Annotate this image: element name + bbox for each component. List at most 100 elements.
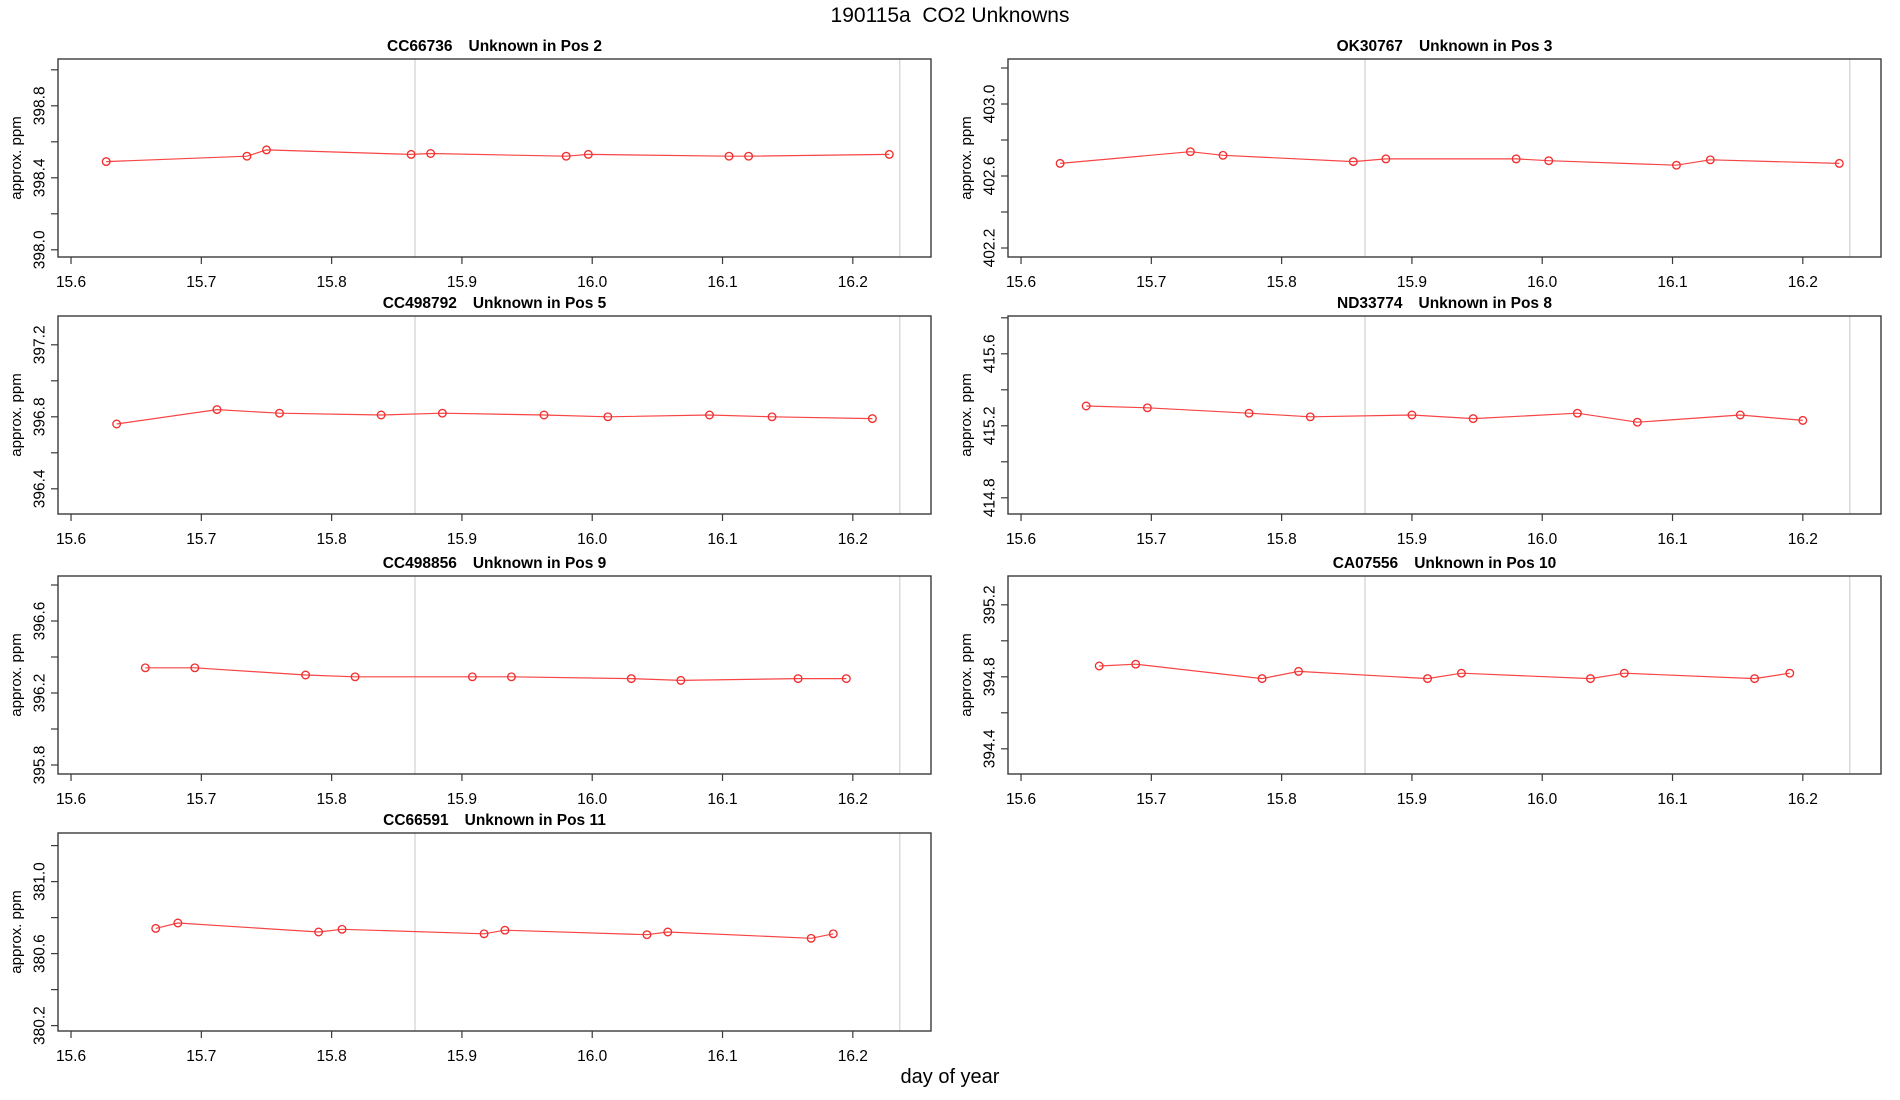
data-point <box>642 930 652 940</box>
data-point <box>1834 158 1844 168</box>
data-point <box>350 672 360 682</box>
data-point <box>806 933 816 943</box>
x-tick-label: 16.2 <box>1788 531 1818 548</box>
data-point <box>314 927 324 937</box>
plot-title: CC498792 Unknown in Pos 5 <box>383 295 607 312</box>
data-point <box>1735 410 1745 420</box>
data-point <box>1619 668 1629 678</box>
data-point <box>212 405 222 415</box>
x-tick-label: 16.2 <box>838 531 868 548</box>
position-label: Unknown in Pos 3 <box>1419 38 1553 55</box>
series-line <box>1060 151 1840 166</box>
data-point <box>884 149 894 159</box>
data-point <box>1785 668 1795 678</box>
data-point <box>1456 668 1466 678</box>
data-series <box>112 405 877 429</box>
subplot-CC498856: CC498856 Unknown in Pos 9 15.6 15.7 15.8 15.9… <box>8 555 932 808</box>
x-tick-label: 15.9 <box>1397 274 1427 291</box>
x-tick-label: 16.0 <box>1527 274 1558 291</box>
data-point <box>337 924 347 934</box>
x-tick-label: 16.1 <box>707 791 737 808</box>
data-point <box>561 151 571 161</box>
y-tick-label: 402.6 <box>982 157 999 196</box>
x-tick-label: 16.2 <box>838 791 868 808</box>
data-point <box>724 151 734 161</box>
position-label: Unknown in Pos 11 <box>465 812 607 829</box>
data-point <box>1705 155 1715 165</box>
x-tick-label: 15.6 <box>1006 531 1036 548</box>
x-tick-label: 16.1 <box>707 531 737 548</box>
x-axis: 15.6 15.7 15.8 15.9 16.0 16.1 16.2 <box>1006 514 1818 548</box>
data-point <box>1305 412 1315 422</box>
y-tick-label: 415.2 <box>982 406 999 445</box>
data-point <box>190 663 200 673</box>
x-axis: 15.6 15.7 15.8 15.9 16.0 16.1 16.2 <box>56 257 868 291</box>
data-point <box>867 414 877 424</box>
x-tick-label: 15.7 <box>1136 274 1166 291</box>
x-axis: 15.6 15.7 15.8 15.9 16.0 16.1 16.2 <box>56 774 868 808</box>
y-tick-label: 381.0 <box>32 862 49 901</box>
y-tick-label: 415.6 <box>982 334 999 373</box>
x-tick-label: 15.9 <box>447 791 477 808</box>
x-tick-label: 15.9 <box>1397 791 1427 808</box>
reference-lines <box>414 316 901 514</box>
data-point <box>1257 674 1267 684</box>
plot-box <box>1007 315 1882 515</box>
sample-id: OK30767 <box>1337 38 1403 55</box>
data-point <box>583 149 593 159</box>
y-tick-label: 394.4 <box>982 729 999 768</box>
data-point <box>467 672 477 682</box>
data-point <box>1094 661 1104 671</box>
subplot-ND33774: ND33774 Unknown in Pos 815.6 15.7 15.8 15.9 1… <box>958 295 1882 548</box>
data-point <box>1632 417 1642 427</box>
x-axis: 15.6 15.7 15.8 15.9 16.0 16.1 16.2 <box>56 1031 868 1065</box>
data-series <box>1081 401 1808 427</box>
data-point <box>793 674 803 684</box>
plot-title: OK30767 Unknown in Pos 3 <box>1337 38 1553 55</box>
y-tick-label: 395.8 <box>32 746 49 785</box>
plot-box <box>57 58 932 258</box>
data-point <box>767 412 777 422</box>
x-tick-label: 16.1 <box>1657 791 1687 808</box>
position-label: Unknown in Pos 10 <box>1414 555 1556 572</box>
data-point <box>663 927 673 937</box>
plot-title: CC66591 Unknown in Pos 11 <box>383 812 606 829</box>
sample-id: CC66591 <box>383 812 449 829</box>
plot-box <box>57 315 932 515</box>
data-point <box>1544 156 1554 166</box>
y-tick-label: 402.2 <box>982 229 999 268</box>
reference-lines <box>1364 59 1851 257</box>
x-tick-label: 15.7 <box>1136 791 1166 808</box>
data-point <box>301 670 311 680</box>
series-line <box>116 408 873 425</box>
x-tick-label: 15.8 <box>317 274 347 291</box>
y-axis-label: approx. ppm <box>8 633 25 716</box>
y-tick-label: 398.0 <box>32 230 49 269</box>
reference-lines <box>1364 316 1851 514</box>
x-axis: 15.6 15.7 15.8 15.9 16.0 16.1 16.2 <box>1006 774 1818 808</box>
x-tick-label: 15.6 <box>56 1048 86 1065</box>
data-point <box>101 157 111 167</box>
data-point <box>676 675 686 685</box>
plot-title: CC66736 Unknown in Pos 2 <box>387 38 602 55</box>
x-tick-label: 16.0 <box>1527 791 1558 808</box>
x-tick-label: 16.0 <box>577 531 608 548</box>
x-tick-label: 15.7 <box>186 531 216 548</box>
x-tick-label: 15.7 <box>1136 531 1166 548</box>
x-tick-label: 15.8 <box>317 531 347 548</box>
x-tick-label: 15.8 <box>317 1048 347 1065</box>
x-axis: 15.6 15.7 15.8 15.9 16.0 16.1 16.2 <box>56 514 868 548</box>
data-series <box>151 918 838 943</box>
x-tick-label: 15.9 <box>447 1048 477 1065</box>
data-point <box>1511 154 1521 164</box>
y-axis-label: approx. ppm <box>958 633 975 716</box>
data-point <box>1055 158 1065 168</box>
data-point <box>1185 147 1195 157</box>
data-point <box>376 410 386 420</box>
y-axis-label: approx. ppm <box>958 116 975 199</box>
plot-box <box>1007 575 1882 775</box>
x-tick-label: 15.8 <box>1267 274 1297 291</box>
reference-lines <box>414 576 901 774</box>
data-point <box>603 412 613 422</box>
